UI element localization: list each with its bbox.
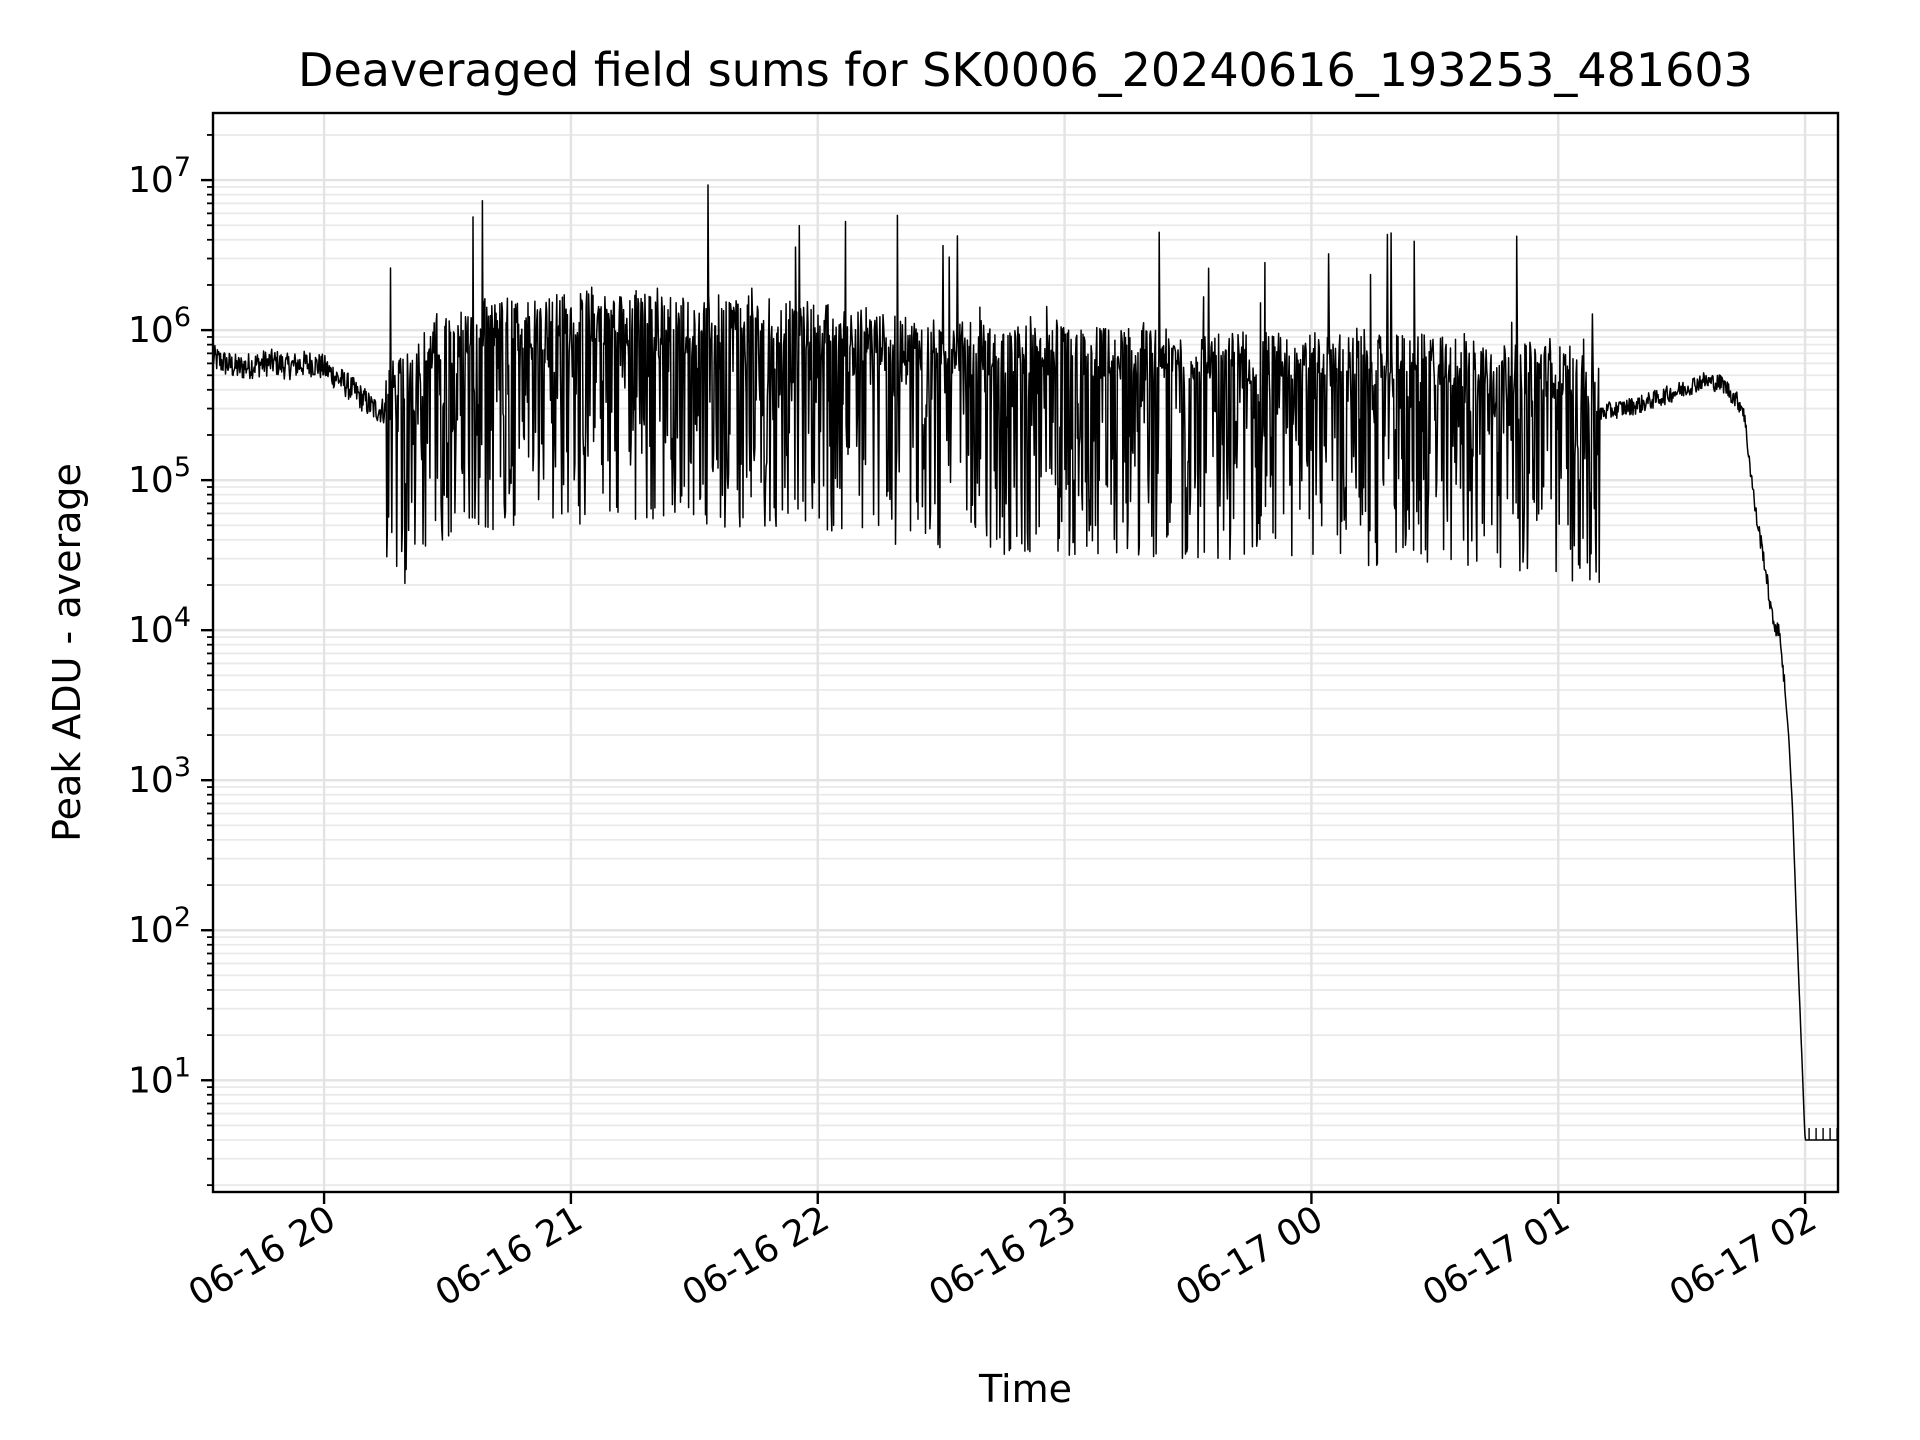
plot-frame xyxy=(211,111,1840,1194)
tick-marks xyxy=(201,134,1807,1204)
y-axis-label: Peak ADU - average xyxy=(45,463,89,842)
y-tick-label: 107 xyxy=(128,152,191,201)
chart-title: Deaveraged field sums for SK0006_2024061… xyxy=(298,43,1753,97)
series-line xyxy=(212,184,1839,1141)
x-axis-label: Time xyxy=(978,1367,1072,1411)
